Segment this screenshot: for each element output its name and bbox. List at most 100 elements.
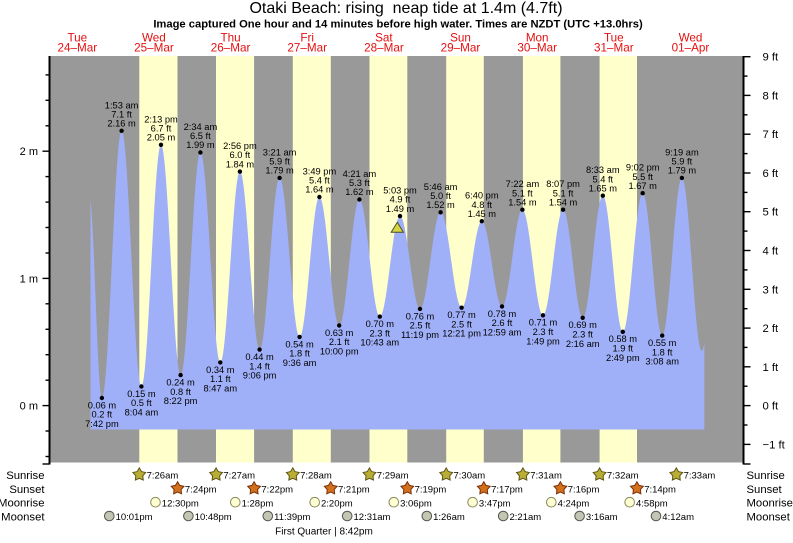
svg-text:First Quarter | 8:42pm: First Quarter | 8:42pm xyxy=(275,527,373,538)
svg-text:Tue: Tue xyxy=(604,31,624,44)
svg-text:0.58 m: 0.58 m xyxy=(609,334,638,344)
svg-text:1.8 ft: 1.8 ft xyxy=(652,347,673,357)
svg-text:0.78 m: 0.78 m xyxy=(488,309,517,319)
svg-text:8 ft: 8 ft xyxy=(763,90,780,102)
svg-text:9 ft: 9 ft xyxy=(763,52,780,64)
svg-text:1.54 m: 1.54 m xyxy=(508,197,537,207)
svg-text:−1 ft: −1 ft xyxy=(763,439,786,451)
svg-text:6:40 pm: 6:40 pm xyxy=(465,191,499,201)
svg-text:Sat: Sat xyxy=(375,31,393,44)
svg-text:Wed: Wed xyxy=(142,31,166,44)
svg-text:10:48pm: 10:48pm xyxy=(195,512,232,523)
svg-text:1.79 m: 1.79 m xyxy=(265,166,294,176)
svg-text:Image captured One hour and 14: Image captured One hour and 14 minutes b… xyxy=(153,19,643,31)
svg-text:1 m: 1 m xyxy=(20,273,38,285)
svg-text:Moonrise: Moonrise xyxy=(747,498,793,510)
svg-text:2.1 ft: 2.1 ft xyxy=(329,337,350,347)
svg-text:25–Mar: 25–Mar xyxy=(134,41,174,54)
svg-text:Sunset: Sunset xyxy=(9,484,45,496)
svg-text:3 ft: 3 ft xyxy=(763,284,780,296)
svg-text:28–Mar: 28–Mar xyxy=(364,41,404,54)
svg-text:0.44 m: 0.44 m xyxy=(245,352,274,362)
svg-text:0.24 m: 0.24 m xyxy=(166,378,195,388)
svg-text:1.65 m: 1.65 m xyxy=(589,183,618,193)
svg-text:7:29am: 7:29am xyxy=(377,471,409,482)
svg-text:24–Mar: 24–Mar xyxy=(57,41,97,54)
svg-text:2:21am: 2:21am xyxy=(510,512,542,523)
svg-text:0.15 m: 0.15 m xyxy=(127,389,156,399)
svg-text:11:39pm: 11:39pm xyxy=(274,512,310,523)
svg-text:4.9 ft: 4.9 ft xyxy=(390,195,411,205)
svg-text:5:46 am: 5:46 am xyxy=(424,182,458,192)
svg-text:Tue: Tue xyxy=(67,31,87,44)
svg-text:2 m: 2 m xyxy=(20,146,38,158)
svg-text:2.3 ft: 2.3 ft xyxy=(369,328,390,338)
svg-text:0.34 m: 0.34 m xyxy=(206,365,235,375)
svg-text:1.1 ft: 1.1 ft xyxy=(210,374,231,384)
svg-text:0.55 m: 0.55 m xyxy=(648,338,677,348)
svg-text:Sunset: Sunset xyxy=(747,484,783,496)
svg-text:9:06 pm: 9:06 pm xyxy=(243,371,277,381)
svg-text:0.8 ft: 0.8 ft xyxy=(170,387,191,397)
svg-text:8:33 am: 8:33 am xyxy=(586,165,620,175)
svg-text:0.77 m: 0.77 m xyxy=(447,310,476,320)
svg-text:5.0 ft: 5.0 ft xyxy=(430,191,451,201)
svg-text:1.45 m: 1.45 m xyxy=(468,209,497,219)
svg-text:2:13 pm: 2:13 pm xyxy=(144,114,178,124)
svg-text:3:08 am: 3:08 am xyxy=(645,357,679,367)
svg-text:2.3 ft: 2.3 ft xyxy=(533,327,554,337)
svg-text:4:24pm: 4:24pm xyxy=(558,498,590,509)
svg-text:0 ft: 0 ft xyxy=(763,401,780,413)
svg-text:10:00 pm: 10:00 pm xyxy=(320,347,359,357)
svg-text:8:47 am: 8:47 am xyxy=(204,383,238,393)
svg-text:4.8 ft: 4.8 ft xyxy=(471,200,492,210)
svg-text:27–Mar: 27–Mar xyxy=(287,41,327,54)
svg-text:Sun: Sun xyxy=(450,31,471,44)
svg-text:0.2 ft: 0.2 ft xyxy=(92,410,113,420)
svg-text:1:53 am: 1:53 am xyxy=(105,100,139,110)
svg-text:1.64 m: 1.64 m xyxy=(305,185,334,195)
svg-text:1.49 m: 1.49 m xyxy=(386,204,415,214)
svg-text:26–Mar: 26–Mar xyxy=(211,41,251,54)
svg-text:0.70 m: 0.70 m xyxy=(366,319,395,329)
svg-text:1.62 m: 1.62 m xyxy=(345,187,374,197)
svg-text:8:07 pm: 8:07 pm xyxy=(546,179,580,189)
svg-text:5.9 ft: 5.9 ft xyxy=(269,157,290,167)
svg-text:11:19 pm: 11:19 pm xyxy=(401,330,439,340)
svg-text:Thu: Thu xyxy=(221,31,241,44)
svg-text:5.9 ft: 5.9 ft xyxy=(672,157,693,167)
svg-text:1.8 ft: 1.8 ft xyxy=(289,349,310,359)
svg-text:7:27am: 7:27am xyxy=(223,471,255,482)
svg-text:Fri: Fri xyxy=(300,31,314,44)
svg-text:31–Mar: 31–Mar xyxy=(594,41,634,54)
svg-text:Sunrise: Sunrise xyxy=(6,470,44,482)
svg-text:8:22 pm: 8:22 pm xyxy=(164,396,198,406)
svg-text:2.05 m: 2.05 m xyxy=(147,133,176,143)
svg-text:2:56 pm: 2:56 pm xyxy=(223,141,257,151)
svg-text:30–Mar: 30–Mar xyxy=(517,41,557,54)
svg-text:0.69 m: 0.69 m xyxy=(568,320,597,330)
svg-text:4:58pm: 4:58pm xyxy=(636,498,668,509)
svg-text:9:19 am: 9:19 am xyxy=(665,147,699,157)
svg-text:5.1 ft: 5.1 ft xyxy=(512,188,533,198)
svg-text:2.5 ft: 2.5 ft xyxy=(451,319,472,329)
svg-text:3:21 am: 3:21 am xyxy=(263,147,297,157)
svg-text:0.63 m: 0.63 m xyxy=(325,328,354,338)
svg-text:1.54 m: 1.54 m xyxy=(549,197,578,207)
svg-text:6.0 ft: 6.0 ft xyxy=(230,150,251,160)
svg-text:0.5 ft: 0.5 ft xyxy=(131,398,152,408)
svg-text:2.6 ft: 2.6 ft xyxy=(492,318,513,328)
svg-text:7.1 ft: 7.1 ft xyxy=(111,109,132,119)
svg-text:4 ft: 4 ft xyxy=(763,246,780,258)
svg-text:2.16 m: 2.16 m xyxy=(107,119,136,129)
svg-text:7:22 am: 7:22 am xyxy=(506,179,540,189)
svg-text:12:21 pm: 12:21 pm xyxy=(442,329,481,339)
svg-text:3:49 pm: 3:49 pm xyxy=(303,167,337,177)
svg-text:2.3 ft: 2.3 ft xyxy=(572,330,593,340)
svg-text:Wed: Wed xyxy=(679,31,703,44)
svg-text:0.76 m: 0.76 m xyxy=(406,311,435,321)
svg-text:7:33am: 7:33am xyxy=(684,471,716,482)
svg-text:3:16am: 3:16am xyxy=(586,512,618,523)
svg-text:0 m: 0 m xyxy=(20,401,38,413)
svg-text:6.5 ft: 6.5 ft xyxy=(190,131,211,141)
